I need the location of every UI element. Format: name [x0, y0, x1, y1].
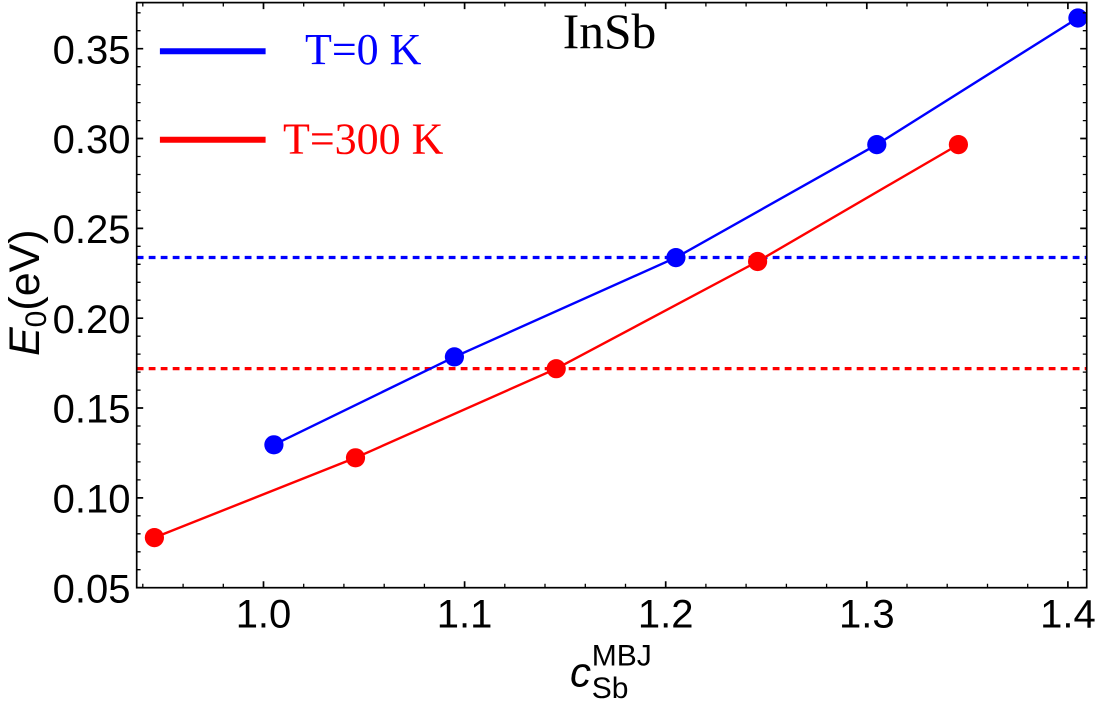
svg-text:T=300 K: T=300 K [283, 114, 444, 163]
svg-text:0.30: 0.30 [53, 118, 131, 162]
svg-text:E0(eV): E0(eV) [1, 229, 53, 356]
svg-text:1.3: 1.3 [839, 593, 895, 637]
svg-text:0.15: 0.15 [53, 388, 131, 432]
svg-text:MBJ: MBJ [592, 639, 652, 672]
svg-text:Sb: Sb [592, 672, 629, 701]
svg-text:InSb: InSb [563, 4, 657, 59]
svg-text:0.05: 0.05 [53, 567, 131, 611]
svg-text:1.4: 1.4 [1040, 593, 1095, 637]
svg-text:1.2: 1.2 [638, 593, 694, 637]
svg-text:T=0 K: T=0 K [305, 25, 422, 74]
svg-text:0.35: 0.35 [53, 28, 131, 72]
svg-text:0.25: 0.25 [53, 208, 131, 252]
svg-text:0.10: 0.10 [53, 478, 131, 522]
svg-text:0.20: 0.20 [53, 298, 131, 342]
svg-text:1.0: 1.0 [236, 593, 292, 637]
svg-text:c: c [570, 649, 591, 696]
svg-text:1.1: 1.1 [437, 593, 493, 637]
